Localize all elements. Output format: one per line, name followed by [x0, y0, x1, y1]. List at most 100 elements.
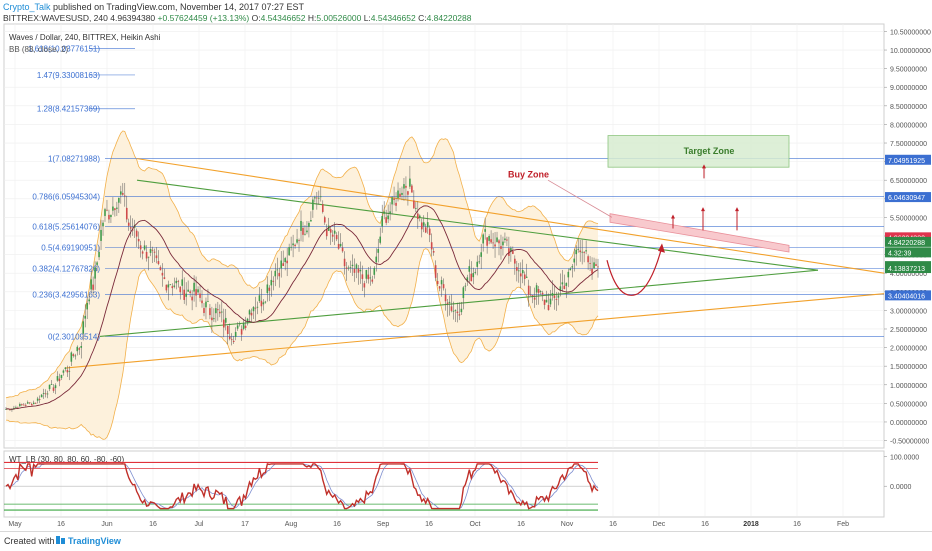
footer: Created with TradingView	[0, 531, 932, 551]
candle-body	[316, 197, 318, 199]
tradingview-brand[interactable]: TradingView	[68, 536, 121, 546]
candle-body	[496, 237, 498, 242]
candle-body	[539, 291, 542, 292]
price-axis[interactable]: 10.50000000 10.00000000 9.50000000 9.000000…	[884, 29, 931, 491]
candle-body	[221, 311, 223, 313]
candle-body	[242, 323, 245, 329]
candle-body	[436, 280, 439, 285]
close-value: 4.84220288	[426, 13, 472, 23]
candle-body	[424, 227, 427, 233]
candle-body	[298, 240, 300, 241]
candle-body	[5, 408, 7, 410]
candle-body	[163, 277, 166, 280]
candle-body	[438, 286, 441, 289]
candle-body	[209, 308, 211, 316]
candle-body	[197, 289, 199, 293]
candle-body	[379, 236, 382, 243]
candle-body	[523, 274, 526, 279]
candle-body	[468, 266, 471, 272]
candle-body	[450, 306, 453, 311]
x-tick-label: Feb	[837, 521, 849, 528]
candle-body	[246, 318, 249, 324]
candle-body	[193, 282, 195, 292]
candle-body	[514, 258, 516, 264]
candle-body	[391, 197, 393, 205]
y-tick-label: 9.50000000	[890, 67, 927, 74]
candle-body	[254, 307, 257, 309]
candle-body	[444, 294, 447, 302]
candle-body	[490, 239, 492, 243]
candle-body	[504, 238, 506, 241]
candle-body	[21, 404, 23, 406]
candle-body	[64, 367, 67, 370]
y-tick-label: 10.00000000	[890, 48, 931, 55]
candle-body	[236, 325, 239, 329]
candle-body	[329, 229, 332, 233]
fib-level-label: 1.618(10.03776151)	[28, 45, 100, 54]
candle-body	[274, 270, 277, 277]
price-badge	[885, 154, 931, 165]
candle-body	[335, 234, 338, 240]
candle-body	[343, 258, 346, 267]
candle-body	[30, 404, 33, 406]
candle-body	[369, 277, 372, 279]
candle-body	[557, 295, 560, 298]
published-text: published on TradingView.com, November 1…	[53, 2, 305, 12]
candle-body	[86, 302, 88, 310]
candle-body	[413, 200, 415, 209]
x-tick-label: Oct	[470, 521, 481, 528]
up-arrow-icon	[735, 207, 739, 212]
candle-body	[415, 207, 417, 209]
fib-level-label: 1(7.08271988)	[48, 155, 100, 164]
y-tick-label: 10.50000000	[890, 29, 931, 36]
high-label: H:	[307, 13, 317, 23]
candle-body	[28, 402, 31, 404]
candle-body	[518, 270, 520, 272]
candle-body	[535, 285, 538, 293]
candle-body	[516, 267, 518, 271]
candle-body	[466, 277, 469, 282]
y-tick-label: 6.50000000	[890, 178, 927, 185]
candle-body	[260, 300, 263, 307]
buy-zone-box[interactable]	[609, 213, 790, 253]
candle-body	[583, 252, 585, 253]
candle-body	[278, 272, 281, 277]
y-tick-label: 4.00000000	[890, 271, 927, 278]
candle-body	[24, 404, 27, 406]
y-tick-label: 2.50000000	[890, 327, 927, 334]
time-axis[interactable]: May 16 Jun 16 Jul 17 Aug 16 Sep 16 Oct 16 Nov 16 Dec 16…	[8, 521, 849, 528]
candle-body	[203, 308, 205, 313]
y-tick-label: 8.00000000	[890, 122, 927, 129]
candle-body	[510, 248, 512, 252]
candle-body	[575, 249, 578, 255]
candle-body	[304, 233, 306, 235]
candle-body	[256, 306, 259, 308]
chart-canvas[interactable]: 0(2.30109514) 0.236(3.42956163) 0.382(4.12…	[0, 0, 932, 531]
price-badge-label: 4.13837213	[888, 266, 925, 273]
candle-body	[351, 264, 354, 267]
oscillator-pane[interactable]	[3, 450, 885, 518]
candle-body	[353, 268, 356, 273]
candle-body	[48, 384, 51, 390]
candle-body	[464, 285, 467, 287]
candle-body	[470, 273, 473, 282]
x-tick-label: Jul	[195, 521, 204, 528]
candle-body	[417, 213, 419, 220]
candle-body	[224, 317, 227, 323]
candle-body	[272, 280, 275, 282]
candle-body	[137, 238, 140, 242]
candle-body	[547, 304, 550, 311]
target-zone-box[interactable]	[607, 135, 790, 168]
candle-body	[262, 302, 265, 305]
candle-body	[488, 236, 490, 241]
candle-body	[228, 336, 231, 339]
candle-body	[597, 266, 599, 268]
x-tick-label: 17	[241, 521, 249, 528]
candle-body	[268, 287, 271, 291]
author-link[interactable]: Crypto_Talk	[3, 2, 51, 12]
price-badge	[885, 236, 931, 247]
trendlines	[64, 158, 885, 369]
y-tick-label: 0.50000000	[890, 401, 927, 408]
candle-body	[508, 248, 510, 256]
candle-body	[555, 298, 558, 300]
